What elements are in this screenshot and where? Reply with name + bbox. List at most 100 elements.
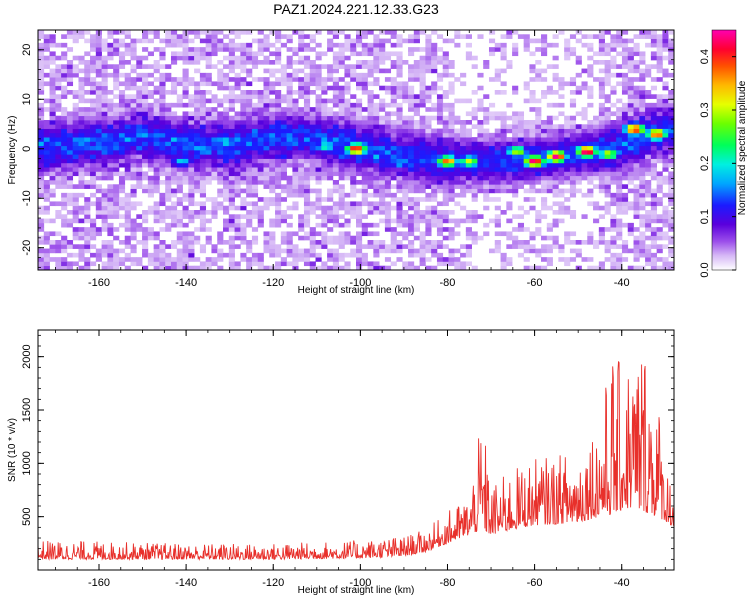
heatmap-cell <box>217 162 224 168</box>
heatmap-cell <box>217 77 224 82</box>
heatmap-cell <box>488 180 496 185</box>
heatmap-cell <box>656 145 663 151</box>
heatmap-cell <box>512 42 519 48</box>
heatmap-cell <box>38 248 45 254</box>
heatmap-cell <box>90 128 97 134</box>
heatmap-cell <box>107 42 114 48</box>
heatmap-cell <box>118 162 126 168</box>
heatmap-cell <box>90 68 97 74</box>
heatmap-cell <box>113 85 120 91</box>
heatmap-cell <box>356 64 363 69</box>
heatmap-cell <box>194 257 201 262</box>
heatmap-cell <box>240 98 247 104</box>
heatmap-cell <box>598 94 605 99</box>
heatmap-cell <box>483 94 490 99</box>
heatmap-cell <box>240 64 247 69</box>
heatmap-cell <box>361 47 368 52</box>
heatmap-cell <box>223 98 230 104</box>
heatmap-cell <box>575 252 582 258</box>
heatmap-cell <box>604 115 611 121</box>
heatmap-cell <box>176 240 183 245</box>
heatmap-cell <box>627 132 634 138</box>
heatmap-cell <box>78 235 85 241</box>
heatmap-cell <box>494 188 501 194</box>
heatmap-cell <box>332 265 339 270</box>
heatmap-cell <box>315 214 322 219</box>
heatmap-cell <box>72 162 79 168</box>
heatmap-cell <box>159 218 166 224</box>
heatmap-cell <box>668 145 674 151</box>
heatmap-cell <box>506 158 513 164</box>
heatmap-cell <box>384 184 392 189</box>
heatmap-cell <box>645 210 652 215</box>
heatmap-cell <box>425 128 432 134</box>
heatmap-cell <box>118 64 126 69</box>
heatmap-cell <box>621 154 629 159</box>
heatmap-cell <box>477 132 484 138</box>
heatmap-cell <box>142 124 149 129</box>
heatmap-cell <box>95 72 102 78</box>
heatmap-cell <box>315 107 322 112</box>
heatmap-cell <box>627 222 634 228</box>
heatmap-cell <box>142 188 149 194</box>
heatmap-cell <box>194 128 201 134</box>
heatmap-cell <box>147 205 154 211</box>
heatmap-cell <box>321 210 328 215</box>
heatmap-cell <box>639 145 646 151</box>
heatmap-cell <box>419 167 426 172</box>
heatmap-cell <box>228 64 235 69</box>
heatmap-cell <box>124 85 131 91</box>
heatmap-cell <box>373 184 380 189</box>
heatmap-cell <box>78 180 85 185</box>
heatmap-cell <box>344 205 351 211</box>
heatmap-cell <box>645 111 652 117</box>
heatmap-cell <box>275 141 282 147</box>
heatmap-cell <box>569 141 577 147</box>
heatmap-cell <box>431 42 438 48</box>
heatmap-cell <box>147 175 154 181</box>
heatmap-cell <box>344 210 351 215</box>
heatmap-cell <box>269 235 276 241</box>
heatmap-cell <box>194 94 201 99</box>
heatmap-cell <box>610 47 617 52</box>
heatmap-cell <box>465 180 472 185</box>
heatmap-cell <box>84 120 91 125</box>
heatmap-cell <box>176 162 183 168</box>
heatmap-cell <box>379 120 386 125</box>
heatmap-cell <box>390 171 397 177</box>
heatmap-cell <box>188 158 195 164</box>
heatmap-cell <box>419 218 426 224</box>
heatmap-cell <box>298 30 305 35</box>
heatmap-cell <box>332 42 339 48</box>
heatmap-cell <box>194 158 201 164</box>
heatmap-cell <box>251 107 259 112</box>
heatmap-cell <box>234 175 241 181</box>
heatmap-cell <box>402 235 409 241</box>
heatmap-cell <box>419 261 426 267</box>
heatmap-cell <box>275 115 282 121</box>
heatmap-cell <box>413 94 420 99</box>
heatmap-cell <box>558 150 565 155</box>
heatmap-cell <box>327 218 334 224</box>
x-tick-label: -120 <box>262 277 284 289</box>
heatmap-cell <box>396 128 403 134</box>
heatmap-cell <box>142 252 149 258</box>
heatmap-cell <box>587 102 594 108</box>
heatmap-cell <box>465 55 472 61</box>
heatmap-cell <box>246 145 253 151</box>
heatmap-cell <box>84 227 91 232</box>
heatmap-cell <box>645 132 652 138</box>
heatmap-cell <box>650 102 657 108</box>
heatmap-cell <box>454 180 461 185</box>
heatmap-cell <box>309 34 316 39</box>
heatmap-cell <box>84 132 91 138</box>
heatmap-cell <box>263 98 270 104</box>
heatmap-cell <box>170 115 178 121</box>
heatmap-cell <box>303 60 311 65</box>
heatmap-cell <box>165 132 172 138</box>
heatmap-cell <box>633 120 640 125</box>
heatmap-cell <box>408 265 415 270</box>
heatmap-cell <box>569 137 577 142</box>
heatmap-cell <box>315 167 322 172</box>
heatmap-cell <box>523 158 530 164</box>
